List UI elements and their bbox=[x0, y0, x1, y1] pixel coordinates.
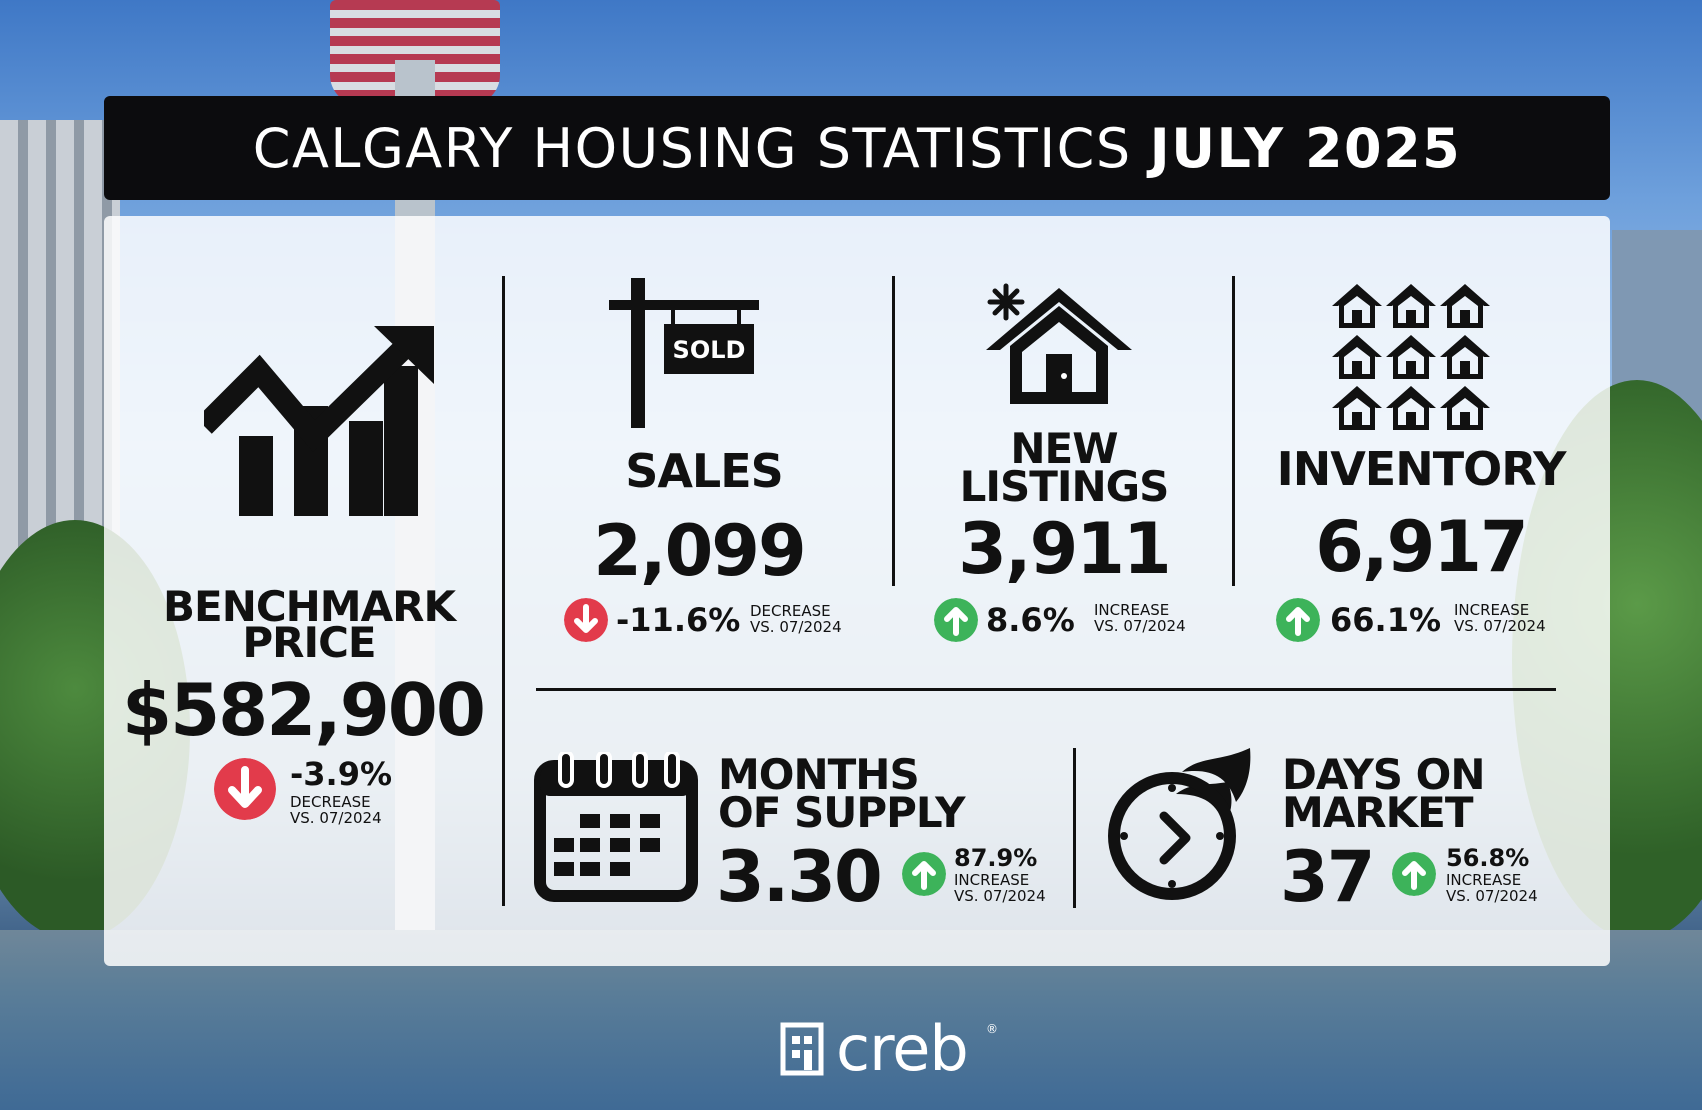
days-market-label-line2: MARKET bbox=[1282, 788, 1474, 837]
sales-label: SALES bbox=[625, 444, 784, 498]
arrow-down-icon bbox=[564, 598, 608, 642]
small-house-icon bbox=[1440, 335, 1490, 379]
registered-mark: ® bbox=[986, 1022, 998, 1036]
inventory-comparison: VS. 07/2024 bbox=[1454, 617, 1546, 635]
small-house-icon bbox=[1386, 386, 1436, 430]
title-main: CALGARY HOUSING STATISTICS bbox=[252, 116, 1132, 180]
days-market-comparison: VS. 07/2024 bbox=[1446, 887, 1538, 905]
creb-logo-icon bbox=[780, 1022, 824, 1076]
divider-supply bbox=[1073, 748, 1076, 908]
fast-clock-icon bbox=[1108, 748, 1251, 900]
months-supply-label-line1: MONTHS bbox=[718, 750, 920, 799]
sales-value: 2,099 bbox=[593, 510, 806, 592]
inventory-change: 66.1% bbox=[1330, 601, 1442, 639]
days-market-label-line1: DAYS ON bbox=[1282, 750, 1485, 799]
new-listings-label-line1: NEW bbox=[1010, 424, 1118, 473]
arrow-down-icon bbox=[214, 758, 276, 820]
inventory-label: INVENTORY bbox=[1276, 442, 1567, 496]
days-market-value: 37 bbox=[1280, 836, 1375, 918]
months-supply-label-line2: OF SUPPLY bbox=[718, 788, 966, 837]
days-market-direction: INCREASE bbox=[1446, 871, 1522, 889]
benchmark-value: $582,900 bbox=[121, 668, 486, 752]
sold-sign-icon: SOLD bbox=[609, 278, 759, 428]
new-listings-value: 3,911 bbox=[958, 508, 1171, 590]
arrow-up-icon bbox=[934, 598, 978, 642]
small-house-icon bbox=[1332, 386, 1382, 430]
sales-change: -11.6% bbox=[616, 601, 741, 639]
months-supply-direction: INCREASE bbox=[954, 871, 1030, 889]
new-house-icon bbox=[986, 283, 1132, 404]
benchmark-comparison: VS. 07/2024 bbox=[290, 809, 382, 827]
benchmark-direction: DECREASE bbox=[290, 793, 371, 811]
calendar-icon bbox=[534, 752, 698, 902]
new-listings-label-line2: LISTINGS bbox=[959, 462, 1170, 511]
divider-listings bbox=[1232, 276, 1235, 586]
small-house-icon bbox=[1440, 284, 1490, 328]
months-supply-value: 3.30 bbox=[716, 836, 883, 918]
inventory-direction: INCREASE bbox=[1454, 601, 1530, 619]
divider-horizontal bbox=[536, 688, 1556, 691]
benchmark-label-line2: PRICE bbox=[242, 618, 376, 667]
benchmark-change: -3.9% bbox=[290, 755, 393, 793]
new-listings-direction: INCREASE bbox=[1094, 601, 1170, 619]
title-banner: CALGARY HOUSING STATISTICS JULY 2025 bbox=[104, 96, 1610, 200]
divider-sales bbox=[892, 276, 895, 586]
creb-logo-text: creb bbox=[836, 1012, 969, 1085]
bar-chart-trending-up-icon bbox=[204, 326, 434, 516]
creb-logo: creb ® bbox=[780, 1018, 1000, 1080]
days-market-change: 56.8% bbox=[1446, 844, 1530, 872]
stats-panel: BENCHMARK PRICE $582,900 -3.9% DECREASE … bbox=[104, 216, 1610, 966]
small-house-icon bbox=[1332, 284, 1382, 328]
arrow-up-icon bbox=[1392, 852, 1436, 896]
arrow-up-icon bbox=[902, 852, 946, 896]
new-listings-change: 8.6% bbox=[986, 601, 1075, 639]
small-house-icon bbox=[1332, 335, 1382, 379]
arrow-up-icon bbox=[1276, 598, 1320, 642]
small-house-icon bbox=[1386, 335, 1436, 379]
svg-text:SOLD: SOLD bbox=[673, 336, 746, 364]
inventory-value: 6,917 bbox=[1315, 506, 1528, 588]
months-supply-comparison: VS. 07/2024 bbox=[954, 887, 1046, 905]
sales-direction: DECREASE bbox=[750, 602, 831, 620]
new-listings-comparison: VS. 07/2024 bbox=[1094, 617, 1186, 635]
small-house-icon bbox=[1440, 386, 1490, 430]
title-period: JULY 2025 bbox=[1149, 116, 1462, 180]
sales-comparison: VS. 07/2024 bbox=[750, 618, 842, 636]
small-house-icon bbox=[1386, 284, 1436, 328]
houses-grid-icon bbox=[1332, 284, 1490, 430]
divider-benchmark bbox=[502, 276, 505, 906]
months-supply-change: 87.9% bbox=[954, 844, 1038, 872]
benchmark-label-line1: BENCHMARK bbox=[162, 582, 456, 631]
